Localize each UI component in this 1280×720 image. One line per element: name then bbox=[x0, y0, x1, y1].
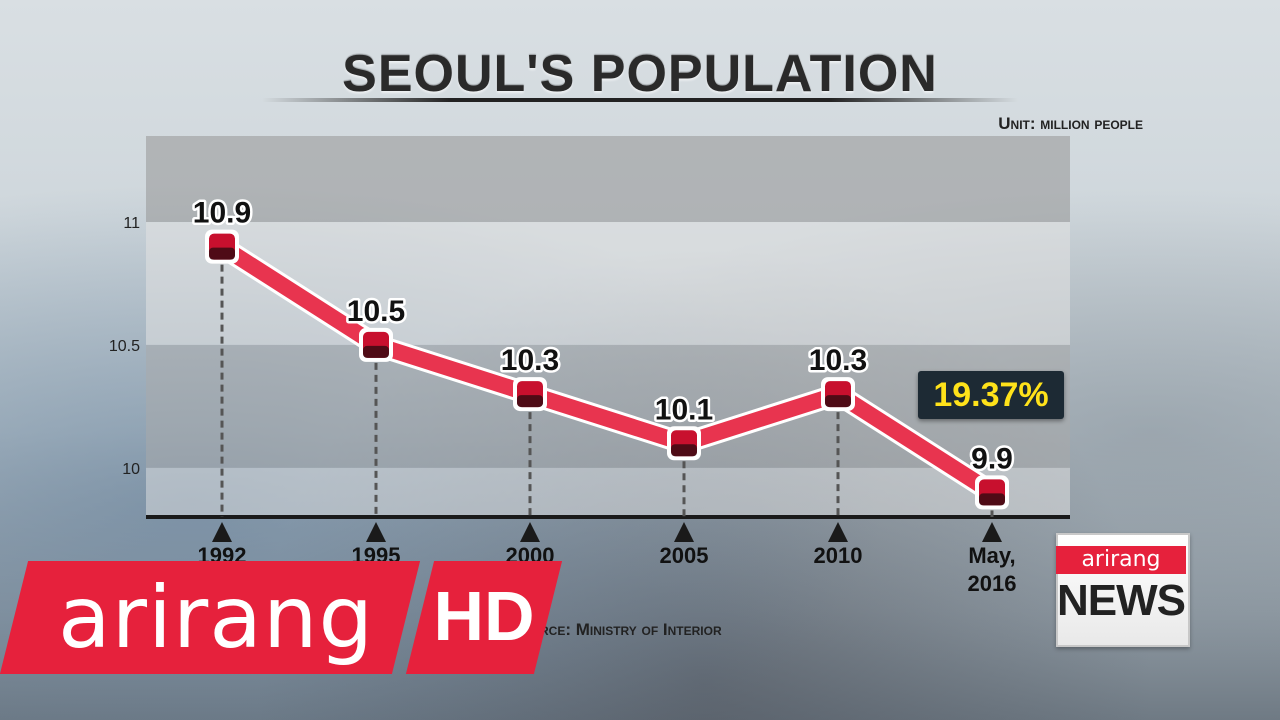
change-callout: 19.37% bbox=[918, 371, 1064, 419]
data-markers bbox=[205, 229, 1009, 510]
data-label: 10.5 bbox=[347, 295, 405, 328]
chart-band bbox=[146, 467, 1070, 517]
data-labels: 10.9 10.5 10.3 10.1 10.3 9.9 bbox=[190, 194, 1015, 478]
hd-logo-text: HD bbox=[433, 577, 535, 655]
x-axis-triangle bbox=[982, 522, 1002, 542]
y-axis-ticks: 10 10.5 11 bbox=[109, 215, 140, 478]
y-tick-label: 10 bbox=[122, 461, 140, 478]
news-logo-brand: arirang bbox=[1056, 546, 1186, 574]
source-label: rce: Ministry of Interior bbox=[540, 620, 722, 639]
data-label: 10.3 bbox=[809, 344, 867, 377]
data-label: 10.3 bbox=[501, 344, 559, 377]
y-tick-label: 10.5 bbox=[109, 338, 140, 355]
x-axis-triangle bbox=[674, 522, 694, 542]
data-label: 10.1 bbox=[655, 393, 713, 426]
y-tick-label: 11 bbox=[123, 215, 140, 232]
x-tick-label: 2005 bbox=[660, 543, 709, 568]
chart-bands bbox=[146, 136, 1070, 517]
data-marker-shade bbox=[363, 345, 389, 358]
x-tick-label: 2010 bbox=[814, 543, 863, 568]
data-label: 9.9 bbox=[971, 442, 1013, 475]
series-line-path bbox=[214, 238, 1000, 501]
x-axis-triangle bbox=[828, 522, 848, 542]
arirang-logo-text: arirang bbox=[57, 568, 375, 668]
drop-lines bbox=[220, 264, 994, 517]
title-underline bbox=[262, 98, 1018, 102]
x-tick-label: May, 2016 bbox=[968, 543, 1017, 596]
data-marker-shade bbox=[517, 395, 543, 408]
unit-label: Unit: million people bbox=[998, 114, 1143, 133]
data-marker-shade bbox=[979, 493, 1005, 506]
x-axis-triangle bbox=[212, 522, 232, 542]
news-logo-word: NEWS bbox=[1057, 576, 1186, 625]
data-marker-shade bbox=[825, 395, 851, 408]
series-line bbox=[211, 235, 1003, 504]
x-axis-triangle bbox=[520, 522, 540, 542]
x-axis-markers bbox=[212, 522, 1002, 542]
chart-band bbox=[146, 136, 1070, 223]
data-marker-shade bbox=[671, 444, 697, 457]
data-marker-shade bbox=[209, 247, 235, 260]
data-label: 10.9 bbox=[193, 197, 251, 230]
chart-title: SEOUL'S POPULATION bbox=[342, 45, 938, 103]
x-axis-triangle bbox=[366, 522, 386, 542]
